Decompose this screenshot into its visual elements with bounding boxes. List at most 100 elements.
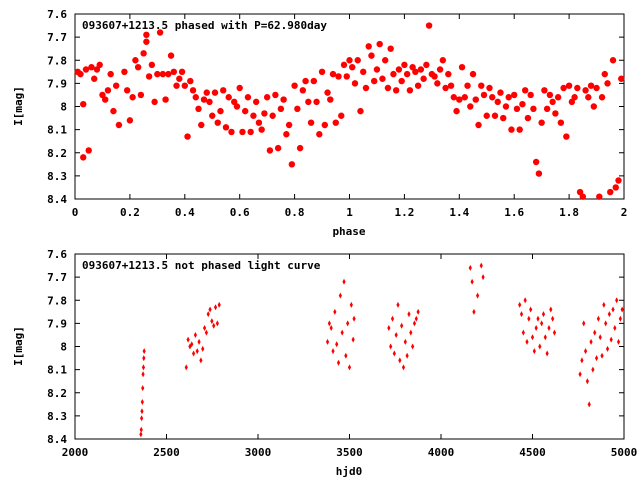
phased-data-point	[233, 103, 241, 110]
phased-data-point	[77, 70, 84, 78]
phased-data-point	[494, 98, 501, 106]
unphased-data-point	[600, 352, 604, 359]
phased-data-point	[486, 84, 493, 92]
phased-data-point	[291, 82, 298, 89]
unphased-data-point	[195, 348, 199, 355]
phased-x-axis-label: phase	[332, 225, 365, 238]
unphased-data-point	[213, 304, 218, 311]
phased-data-point	[596, 193, 603, 200]
unphased-data-point	[344, 352, 348, 359]
phased-data-point	[349, 63, 356, 71]
unphased-data-point	[616, 338, 621, 345]
unphased-plot-title: 093607+1213.5 not phased light curve	[82, 259, 321, 272]
phased-data-point	[324, 89, 331, 96]
phased-data-point	[491, 112, 499, 119]
phased-data-point	[403, 70, 411, 78]
phased-data-point	[450, 94, 458, 101]
unphased-data-point	[340, 329, 344, 336]
unphased-data-point	[349, 301, 353, 308]
phased-data-point	[431, 73, 438, 80]
phased-data-point	[436, 66, 444, 73]
phased-data-point	[236, 84, 243, 92]
phased-data-point	[483, 112, 490, 119]
phased-data-point	[357, 107, 364, 115]
phased-data-point	[519, 100, 526, 108]
phased-data-point	[159, 70, 167, 78]
unphased-y-tick-label: 7.6	[47, 248, 67, 261]
phased-x-ticks: 0 0.2 0.4 0.6 0.8 1 1.2 1.4 1.6 1.8 2	[72, 14, 628, 219]
phased-data-point	[552, 110, 559, 117]
phased-data-point	[88, 63, 95, 71]
unphased-y-tick-label: 8.2	[47, 387, 67, 400]
phased-x-tick-label: 1.2	[394, 206, 414, 219]
unphased-data-point	[541, 311, 546, 318]
phased-data-point	[96, 61, 103, 69]
unphased-data-point	[529, 306, 533, 313]
unphased-data-point	[620, 306, 624, 313]
unphased-data-point	[611, 306, 615, 313]
phased-data-point	[362, 84, 370, 92]
unphased-data-point	[468, 264, 472, 271]
unphased-data-point	[215, 320, 219, 327]
unphased-data-point	[329, 325, 333, 331]
unphased-data-point	[351, 336, 355, 343]
unphased-y-tick-label: 8.4	[47, 433, 67, 446]
phased-data-point	[439, 57, 447, 64]
unphased-data-point	[407, 311, 411, 318]
phased-data-point	[406, 87, 414, 94]
unphased-data-point	[552, 329, 557, 336]
phased-data-point	[321, 121, 328, 129]
phased-data-point	[80, 154, 87, 161]
unphased-data-point	[325, 338, 330, 345]
unphased-data-point	[538, 343, 542, 350]
unphased-x-tick-label: 4000	[428, 446, 455, 459]
phased-data-point	[576, 188, 584, 196]
phased-data-point	[302, 77, 309, 85]
phased-data-point	[91, 75, 98, 82]
phased-data-point	[305, 98, 312, 106]
unphased-data-point	[184, 364, 188, 371]
phased-data-point	[582, 87, 589, 94]
phased-data-point	[112, 82, 120, 89]
phased-x-tick-label: 1	[346, 206, 353, 219]
unphased-y-tick-label: 7.7	[47, 271, 67, 284]
unphased-data-point	[201, 345, 205, 352]
phased-data-point	[351, 80, 359, 87]
phased-x-tick-label: 2	[621, 206, 628, 219]
unphased-x-tick-label: 4500	[519, 446, 546, 459]
unphased-data-point	[607, 311, 611, 318]
phased-data-point	[285, 121, 293, 129]
phased-data-point	[93, 66, 101, 73]
unphased-data-point	[208, 306, 212, 313]
phased-data-point	[299, 87, 307, 94]
phased-data-point	[373, 66, 381, 73]
phased-data-point	[148, 61, 156, 69]
phased-data-point	[467, 103, 474, 110]
phased-data-point	[258, 126, 265, 133]
phased-data-point	[480, 91, 488, 99]
unphased-data-point	[416, 308, 420, 315]
unphased-data-point	[587, 401, 591, 408]
phased-y-tick-label: 7.9	[47, 77, 67, 90]
phased-data-point	[571, 94, 578, 101]
unphased-data-point	[405, 352, 409, 359]
unphased-data-point	[140, 399, 144, 405]
phased-data-point	[178, 68, 186, 76]
unphased-data-point	[532, 348, 536, 355]
phased-data-point	[376, 40, 383, 48]
unphased-x-tick-label: 3500	[336, 446, 363, 459]
phased-y-tick-label: 7.7	[47, 31, 67, 44]
phased-data-point	[280, 96, 287, 103]
unphased-data-point	[536, 315, 540, 322]
phased-data-point	[277, 105, 285, 113]
phased-data-point	[535, 170, 543, 177]
phased-data-point	[530, 105, 537, 113]
unphased-data-point	[414, 315, 418, 322]
phased-data-point	[469, 70, 477, 78]
phased-data-point	[549, 98, 556, 106]
phased-data-point	[151, 98, 158, 106]
unphased-data-points	[139, 262, 624, 438]
unphased-data-point	[412, 320, 417, 327]
unphased-data-point	[594, 355, 599, 362]
phased-data-point	[329, 70, 337, 78]
